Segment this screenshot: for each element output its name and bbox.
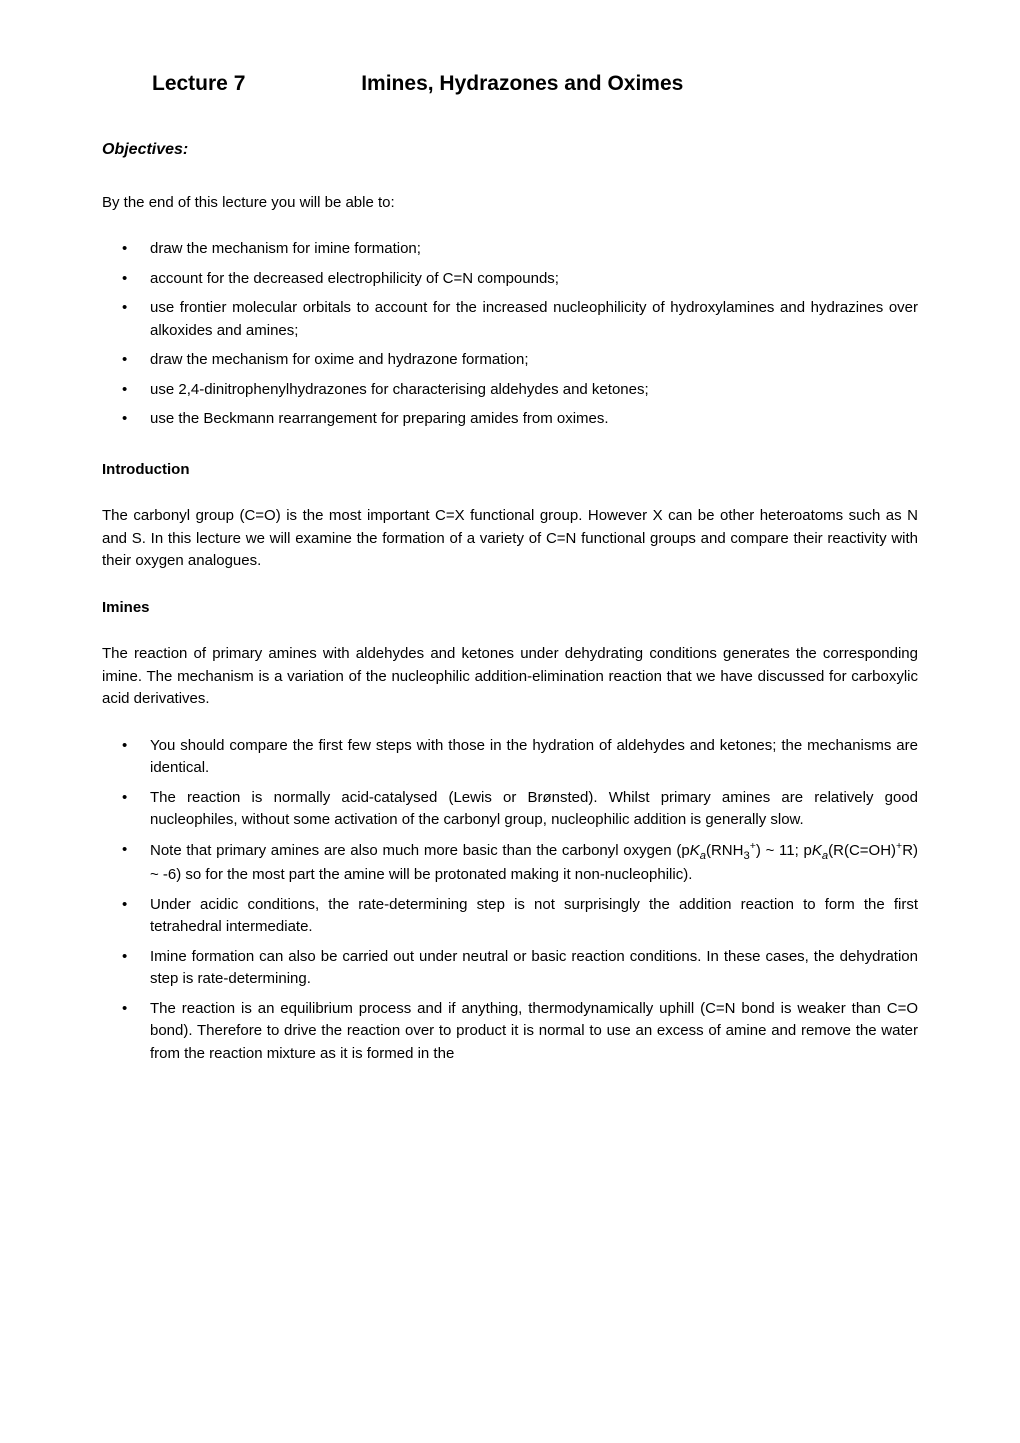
lecture-number: Lecture 7 [152, 68, 245, 100]
lecture-subject: Imines, Hydrazones and Oximes [361, 68, 683, 100]
list-item: use 2,4-dinitrophenylhydrazones for char… [120, 379, 918, 402]
list-item: The reaction is normally acid-catalysed … [120, 787, 918, 832]
imines-list: You should compare the first few steps w… [120, 735, 918, 1066]
imines-paragraph: The reaction of primary amines with alde… [102, 643, 918, 711]
list-item: draw the mechanism for imine formation; [120, 238, 918, 261]
introduction-heading: Introduction [102, 459, 918, 482]
list-item: account for the decreased electrophilici… [120, 268, 918, 291]
list-item: Note that primary amines are also much m… [120, 839, 918, 887]
imines-heading: Imines [102, 597, 918, 620]
page-title-line: Lecture 7 Imines, Hydrazones and Oximes [102, 68, 918, 100]
list-item: draw the mechanism for oxime and hydrazo… [120, 349, 918, 372]
objectives-intro: By the end of this lecture you will be a… [102, 192, 918, 215]
list-item: use frontier molecular orbitals to accou… [120, 297, 918, 342]
list-item: use the Beckmann rearrangement for prepa… [120, 408, 918, 431]
page: Lecture 7 Imines, Hydrazones and Oximes … [0, 0, 1020, 1443]
list-item: You should compare the first few steps w… [120, 735, 918, 780]
list-item: Under acidic conditions, the rate-determ… [120, 894, 918, 939]
objectives-list: draw the mechanism for imine formation; … [120, 238, 918, 431]
list-item: The reaction is an equilibrium process a… [120, 998, 918, 1066]
introduction-paragraph: The carbonyl group (C=O) is the most imp… [102, 505, 918, 573]
objectives-heading: Objectives: [102, 138, 918, 162]
list-item: Imine formation can also be carried out … [120, 946, 918, 991]
